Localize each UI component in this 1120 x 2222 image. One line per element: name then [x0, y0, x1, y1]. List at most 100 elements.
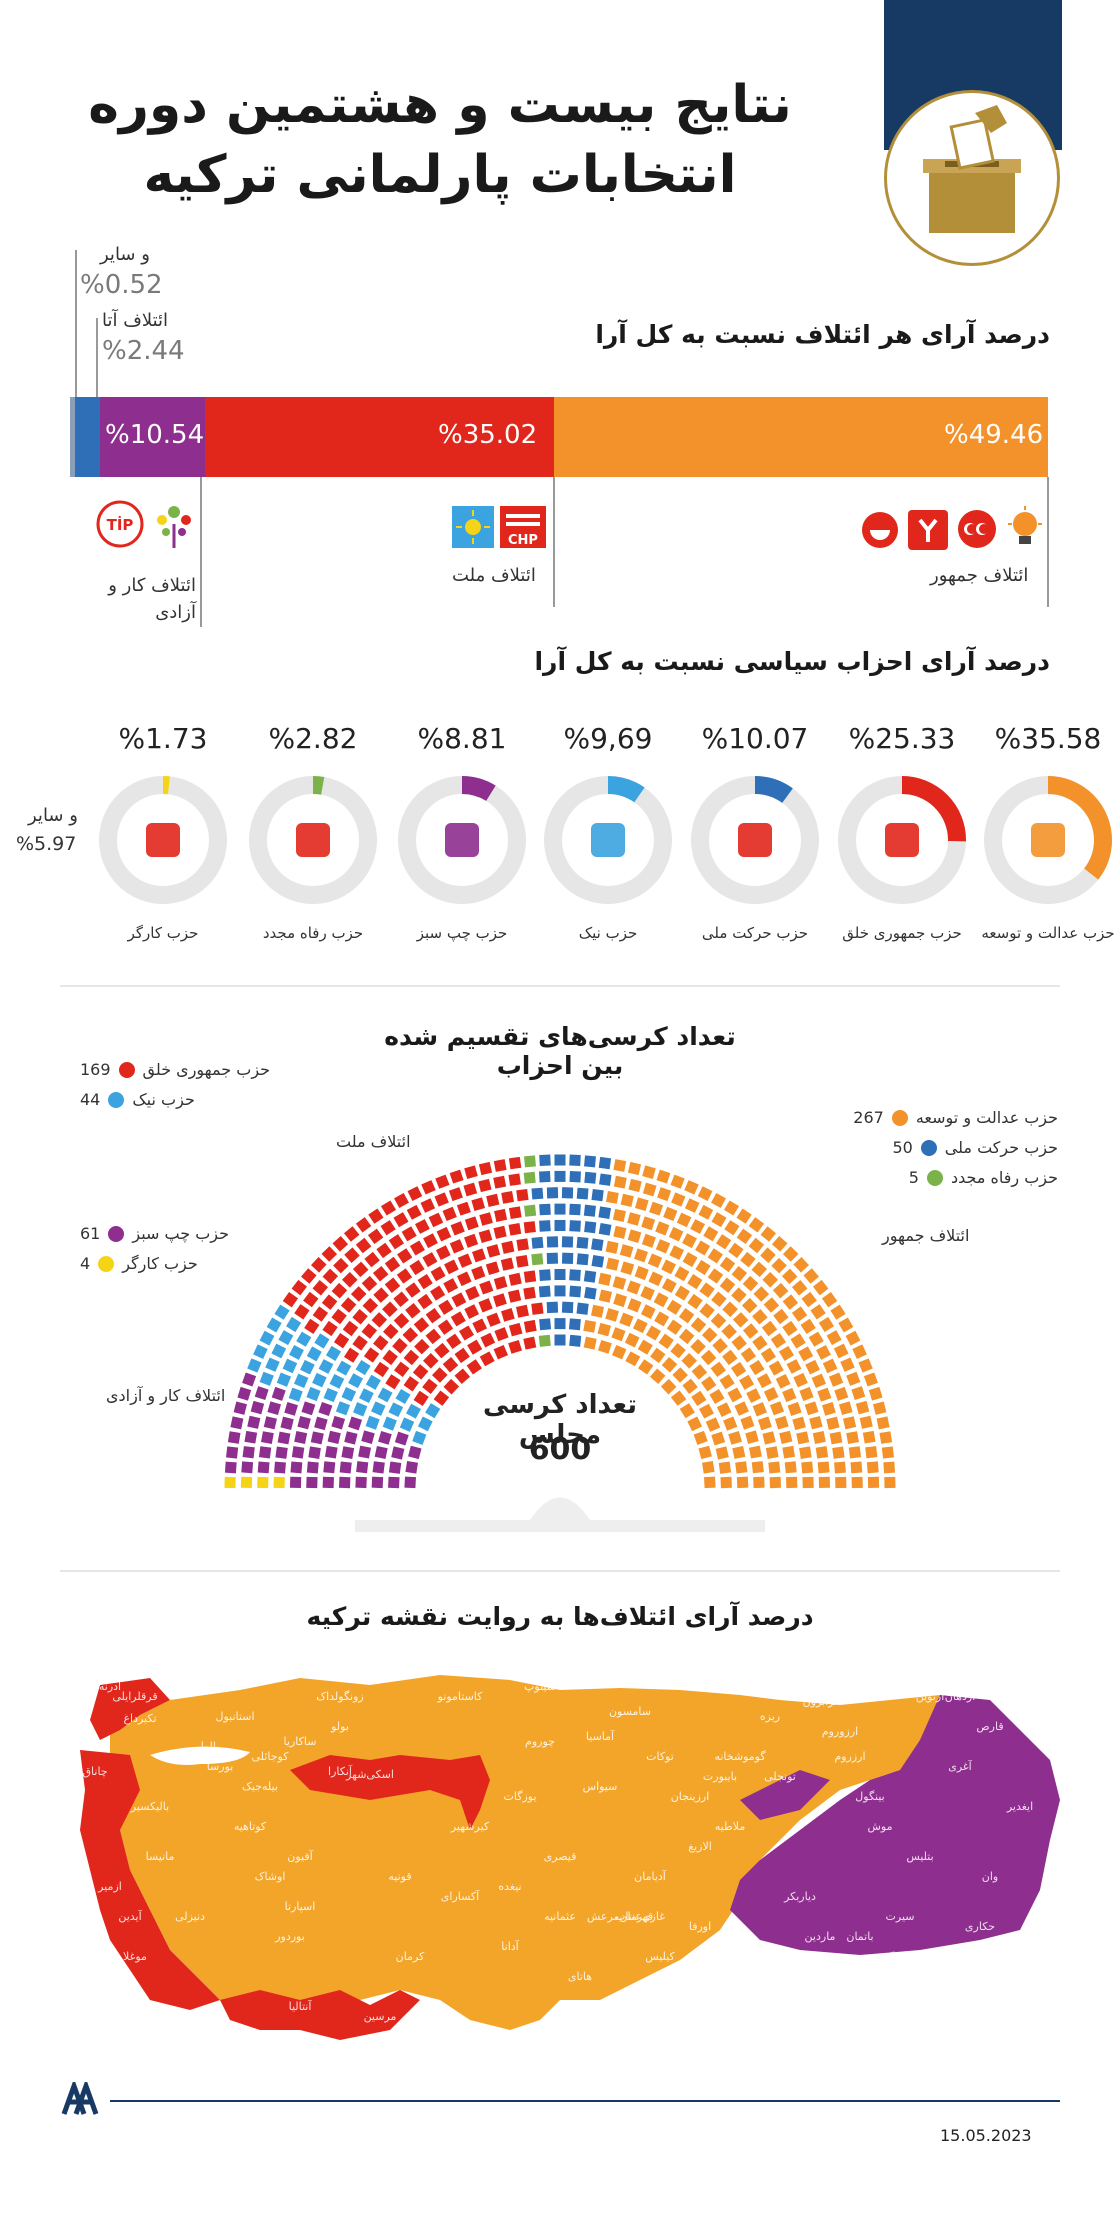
seat — [306, 1461, 319, 1474]
seat — [446, 1333, 462, 1349]
seat — [740, 1347, 757, 1363]
seat-legend-dot — [920, 1139, 937, 1156]
map-section-title: درصد آرای ائتلاف‌ها به روایت نقشه ترکیه — [306, 1602, 814, 1631]
map-city-label: مانیسا — [146, 1850, 175, 1863]
seat — [342, 1272, 358, 1288]
seat — [569, 1220, 581, 1232]
seat — [707, 1268, 724, 1284]
map-city-label: کوتاهیه — [234, 1820, 267, 1833]
map-region-millet-central — [290, 1755, 490, 1830]
seat — [373, 1287, 389, 1303]
seat — [449, 1169, 464, 1184]
seat — [627, 1161, 642, 1176]
seat — [649, 1201, 664, 1216]
seat — [289, 1344, 304, 1360]
seat — [531, 1302, 544, 1315]
seat — [699, 1282, 715, 1298]
seat — [826, 1416, 840, 1430]
map-city-label: موش — [867, 1820, 892, 1833]
seat — [308, 1446, 321, 1459]
seat — [546, 1301, 559, 1314]
seat — [624, 1332, 640, 1348]
seat — [818, 1316, 834, 1333]
seat — [711, 1193, 726, 1208]
seat — [569, 1334, 582, 1347]
podium-dome — [530, 1497, 590, 1520]
map-city-label: بایبورت — [703, 1770, 737, 1783]
seat — [846, 1371, 861, 1386]
seat — [358, 1445, 372, 1459]
seat — [331, 1415, 346, 1430]
seat — [391, 1446, 405, 1460]
seat — [835, 1476, 847, 1489]
seat — [760, 1247, 776, 1263]
map-city-label: سیواس — [583, 1780, 618, 1793]
seat — [396, 1268, 413, 1284]
party-donut-3: %9,69 حزب نیک — [544, 722, 672, 942]
seat — [628, 1178, 642, 1193]
others-label: و سایر — [100, 244, 150, 265]
seat — [278, 1330, 294, 1346]
seat — [267, 1401, 282, 1416]
seat — [728, 1242, 744, 1259]
seat — [808, 1331, 824, 1347]
seat — [863, 1372, 878, 1387]
map-city-label: قیصری — [544, 1850, 577, 1863]
seat — [250, 1400, 265, 1415]
seat — [761, 1320, 778, 1337]
seat — [333, 1257, 349, 1274]
donut-arc — [544, 776, 672, 904]
seat — [414, 1338, 430, 1355]
seat — [876, 1416, 890, 1430]
seat — [568, 1318, 581, 1331]
seat — [523, 1286, 536, 1300]
seat — [768, 1360, 784, 1376]
ata-label: ائتلاف آتا — [102, 310, 169, 331]
seat — [561, 1301, 574, 1314]
seat — [576, 1253, 589, 1266]
coalition-bar-segment-2 — [99, 397, 205, 477]
seat — [640, 1285, 655, 1301]
seat — [406, 1204, 422, 1220]
seat — [385, 1374, 401, 1390]
seat — [852, 1344, 867, 1359]
seat — [740, 1251, 756, 1268]
map-city-label: آنتالیا — [289, 1999, 313, 2013]
seat — [715, 1446, 729, 1460]
akp-inner-icon — [1031, 823, 1065, 857]
seat — [653, 1292, 669, 1308]
seat — [613, 1159, 627, 1172]
seat — [291, 1279, 308, 1296]
seat — [591, 1254, 605, 1268]
seat — [297, 1415, 311, 1430]
map-city-label: نیغده — [498, 1880, 521, 1893]
seat — [493, 1344, 509, 1360]
seat — [425, 1308, 442, 1324]
map-city-label: قهرمان‌مرعش — [587, 1910, 653, 1923]
seat — [430, 1285, 446, 1301]
seat — [371, 1312, 388, 1328]
seat — [242, 1446, 255, 1459]
seat — [284, 1402, 298, 1416]
seat — [306, 1476, 318, 1489]
seat — [674, 1266, 690, 1282]
donut-party-name: حزب نیک — [579, 924, 638, 942]
seat — [611, 1344, 627, 1360]
seat — [423, 1233, 438, 1249]
seat — [286, 1316, 302, 1333]
seat-legend-row: حزب رفاه مجدد 5 — [909, 1168, 1058, 1187]
divider-1 — [60, 985, 1060, 987]
seat — [392, 1338, 408, 1354]
seat — [584, 1155, 596, 1168]
seat — [324, 1445, 338, 1459]
seat — [699, 1303, 715, 1319]
seat — [745, 1430, 759, 1444]
seat — [318, 1402, 333, 1416]
map-city-label: بتلیس — [906, 1850, 933, 1863]
yrp-logo-icon — [860, 510, 900, 554]
seat — [467, 1339, 483, 1355]
seat — [554, 1154, 566, 1166]
seat — [699, 1403, 714, 1419]
seat-legend-name: حزب عدالت و توسعه — [915, 1108, 1058, 1127]
seat-legend-value: 44 — [80, 1090, 101, 1109]
